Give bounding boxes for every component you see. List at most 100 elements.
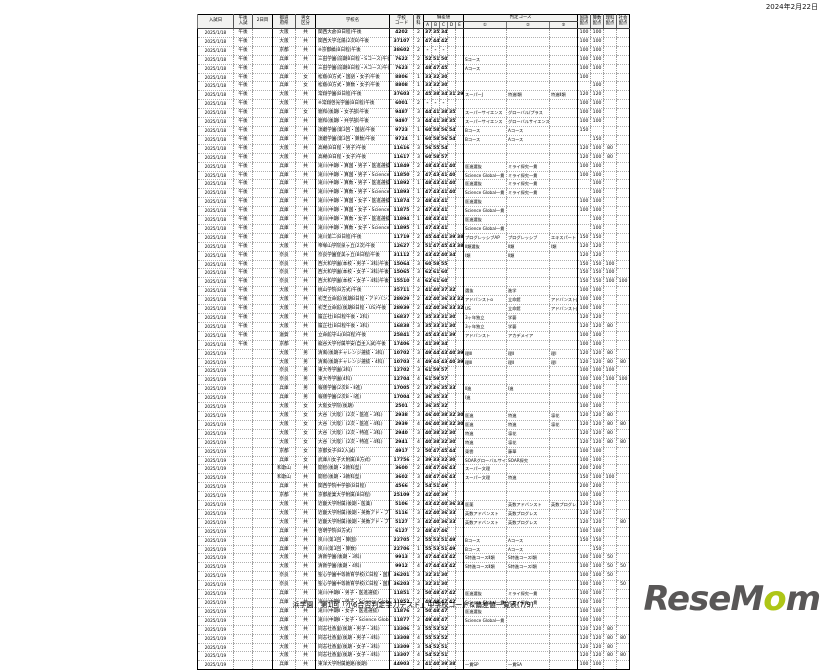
course-2 bbox=[506, 634, 550, 644]
gender: 共 bbox=[295, 242, 316, 252]
pts-sansu: 100 bbox=[590, 286, 604, 297]
course-3 bbox=[549, 402, 578, 412]
course-3 bbox=[549, 117, 578, 127]
school-code: 25841 bbox=[389, 331, 414, 341]
dev-c: 38 bbox=[439, 108, 448, 119]
pts-kokugo: 150 bbox=[577, 473, 591, 484]
pm-flag bbox=[233, 562, 253, 573]
school-code: 4917 bbox=[389, 447, 414, 457]
gender: 共 bbox=[295, 206, 316, 217]
exam-date: 2025/1/19 bbox=[197, 393, 234, 404]
school-name: 滝川(中期Ⅱ・女子・医進選抜) bbox=[315, 607, 390, 617]
pts-rika: 100 bbox=[603, 277, 617, 288]
pts-kokugo: 200 bbox=[577, 464, 591, 475]
school-code: 3602 bbox=[389, 473, 414, 484]
day2-flag bbox=[252, 464, 273, 475]
resemom-logo: ReseMom bbox=[644, 579, 821, 619]
day2-flag bbox=[252, 313, 273, 323]
pts-sansu: 100 bbox=[590, 447, 604, 457]
pm-flag bbox=[233, 625, 253, 635]
course-1 bbox=[463, 81, 507, 92]
course-2: Aコース bbox=[506, 536, 550, 546]
pts-kokugo: 100 bbox=[577, 55, 591, 65]
course-3 bbox=[549, 607, 578, 617]
dev-d bbox=[447, 215, 456, 225]
course-3: 凛花 bbox=[549, 420, 578, 430]
pts-kokugo: 100 bbox=[577, 304, 591, 314]
school-name: 滝川(中期Ⅰ・算数・女子・医進選抜)午後 bbox=[315, 215, 390, 225]
dev-b: 42 bbox=[431, 251, 440, 261]
dev-c: 39 bbox=[439, 660, 448, 670]
exam-date: 2025/1/19 bbox=[197, 580, 234, 591]
pm-flag: 午後 bbox=[233, 206, 253, 217]
school-code: 15065 bbox=[389, 268, 414, 279]
course-2: S特進コースⅠ類 bbox=[506, 553, 550, 564]
exam-date: 2025/1/18 bbox=[197, 135, 234, 145]
pm-flag: 午後 bbox=[233, 46, 253, 56]
table-row: 2025/1/19 兵庫共夙川(第3回・算国) 22705 2 55 53 51 49 Bコース… bbox=[197, 536, 630, 546]
subject-count: 2 bbox=[413, 456, 424, 466]
pts-kokugo: 120 bbox=[577, 411, 591, 421]
pts-sansu: 100 bbox=[590, 553, 604, 564]
course-1: 医進選抜 bbox=[463, 162, 507, 172]
pts-rika bbox=[603, 304, 617, 314]
prefecture: 大阪 bbox=[272, 90, 296, 101]
pts-kokugo: 150 bbox=[577, 260, 591, 270]
school-code: 7623 bbox=[389, 64, 414, 74]
pts-sansu: 100 bbox=[590, 295, 604, 306]
school-name: 同志社香里(後期・女子・3科) bbox=[315, 643, 390, 653]
prefecture: 大阪 bbox=[272, 518, 296, 528]
pts-rika bbox=[603, 46, 617, 56]
exam-date: 2025/1/19 bbox=[197, 634, 234, 644]
course-2 bbox=[506, 64, 550, 74]
day2-flag bbox=[252, 304, 273, 314]
exam-date: 2025/1/19 bbox=[197, 447, 234, 457]
dev-d: 33 bbox=[447, 384, 456, 395]
gender: 共 bbox=[295, 527, 316, 537]
dev-d bbox=[447, 153, 456, 163]
course-1: SOARグローバルサイエンス bbox=[463, 456, 507, 466]
gender: 共 bbox=[295, 580, 316, 591]
dev-c: 56 bbox=[439, 135, 448, 145]
course-3 bbox=[549, 598, 578, 608]
table-row: 2025/1/19 奈良男東大寺学園(3科) 12702 3 61 59 57 100 100 1… bbox=[197, 366, 630, 377]
dev-a: 47 bbox=[423, 188, 432, 199]
date-stamp: 2024年2月22日 bbox=[765, 3, 818, 11]
school-code: 37603 bbox=[389, 90, 414, 101]
gender: 女 bbox=[295, 438, 316, 448]
pts-rika bbox=[603, 81, 617, 92]
pts-kokugo: 150 bbox=[577, 536, 591, 546]
table-row: 2025/1/19奈良共聖心学園中等教育学校(C日程・国算理)362013323… bbox=[197, 571, 630, 582]
prefecture: 兵庫 bbox=[272, 171, 296, 181]
dev-b: 48 bbox=[431, 598, 440, 608]
dev-a: 43 bbox=[423, 500, 432, 510]
dev-e bbox=[454, 571, 464, 582]
prefecture: 和歌山 bbox=[272, 464, 296, 475]
course-2: ミライ探究一貫 bbox=[506, 162, 550, 172]
pts-shakai bbox=[616, 153, 630, 163]
pts-shakai bbox=[616, 349, 630, 359]
table-row: 2025/1/19 兵庫共東洋大学附属姫路(後期) 44903 2 41 40 39 38 一貫… bbox=[197, 660, 630, 670]
day2-flag bbox=[252, 28, 273, 38]
gender: 共 bbox=[295, 37, 316, 47]
pm-flag: 午後 bbox=[233, 322, 253, 332]
pm-flag bbox=[233, 509, 253, 519]
pts-sansu: 100 bbox=[590, 99, 604, 110]
exam-date: 2025/1/19 bbox=[197, 491, 234, 502]
pts-kokugo: 100 bbox=[577, 553, 591, 564]
logo-text: m bbox=[785, 579, 821, 619]
pts-rika: 80 bbox=[603, 153, 617, 163]
table-row: 2025/1/19 和歌山共開智(後期・3教科型) 3602 3 48 47 46 43 スーパ… bbox=[197, 473, 630, 484]
prefecture: 大阪 bbox=[272, 651, 296, 662]
prefecture: 大阪 bbox=[272, 411, 296, 421]
subject-count: 2 bbox=[413, 304, 424, 314]
pts-kokugo: 100 bbox=[577, 117, 591, 127]
course-1: 医進 bbox=[463, 420, 507, 430]
dev-d bbox=[447, 197, 456, 208]
dev-a: 36 bbox=[423, 393, 432, 404]
course-3 bbox=[549, 518, 578, 528]
pts-shakai bbox=[616, 322, 630, 332]
table-row: 2025/1/19 大阪共清教学園(後期・3科) 9913 3 47 44 43 42 S特進コ… bbox=[197, 553, 630, 564]
day2-flag bbox=[252, 37, 273, 47]
school-code: 4566 bbox=[389, 482, 414, 493]
